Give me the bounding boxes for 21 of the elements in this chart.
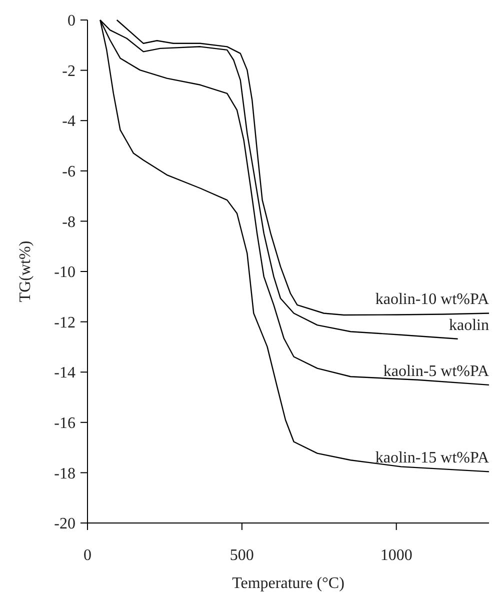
series-label: kaolin-15 wt%PA bbox=[375, 450, 490, 467]
x-tick-label: 1000 bbox=[380, 547, 412, 564]
line-series bbox=[116, 19, 490, 316]
y-tick-label: -14 bbox=[54, 364, 76, 382]
x-tick-label: 0 bbox=[84, 547, 92, 564]
x-axis-title: Temperature (°C) bbox=[232, 575, 344, 592]
y-tick-label: -8 bbox=[62, 214, 76, 231]
y-axis-title: TG(wt%) bbox=[17, 240, 34, 302]
y-tick-label: -10 bbox=[54, 264, 76, 282]
y-tick-label: -20 bbox=[54, 516, 76, 533]
y-tick-label: -18 bbox=[54, 465, 76, 482]
y-tick-label: -6 bbox=[62, 164, 76, 180]
y-tick-label: -16 bbox=[54, 415, 76, 432]
series-label: kaolin bbox=[449, 316, 489, 334]
x-tick-label: 500 bbox=[230, 547, 254, 564]
series-label: kaolin-5 wt%PA bbox=[383, 362, 490, 380]
series-label: kaolin-10 wt%PA bbox=[375, 291, 490, 308]
y-tick-label: 0 bbox=[68, 12, 76, 30]
y-tick-label: -12 bbox=[54, 314, 76, 332]
y-tick-label: -4 bbox=[62, 113, 76, 130]
y-tick-label: -2 bbox=[62, 62, 76, 80]
